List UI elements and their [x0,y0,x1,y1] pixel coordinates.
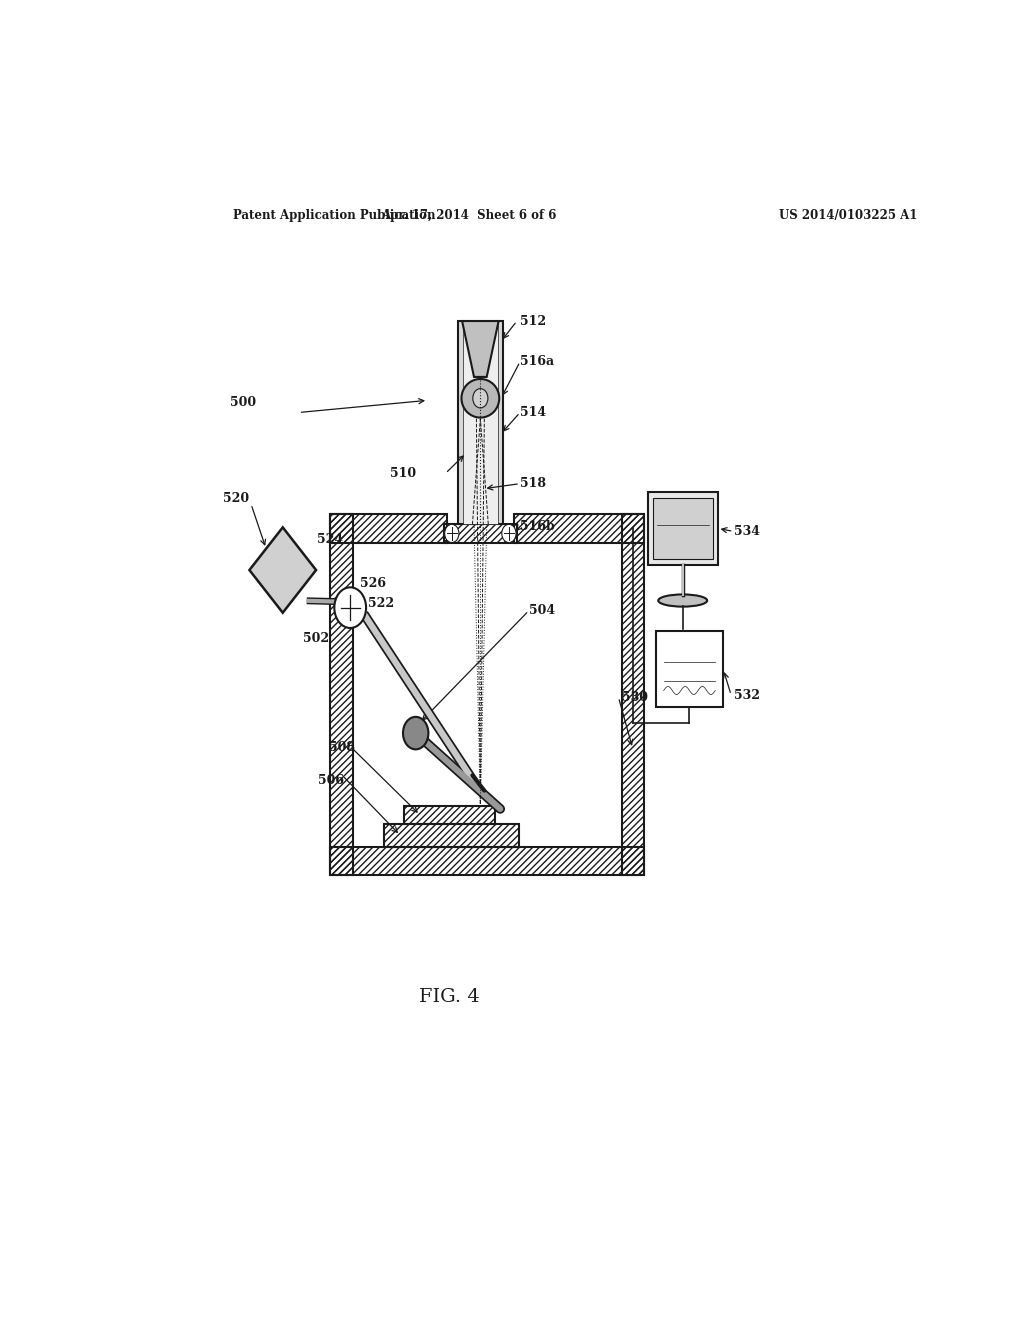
Text: 520: 520 [223,492,250,506]
Bar [331,515,352,875]
Bar [404,805,496,824]
Text: 530: 530 [622,690,647,704]
Polygon shape [250,528,316,612]
Ellipse shape [462,379,500,417]
Text: FIG. 4: FIG. 4 [419,987,480,1006]
Bar [655,631,723,708]
Text: 500: 500 [229,396,256,409]
Bar [648,492,718,565]
Text: 516b: 516b [520,520,555,533]
Text: 532: 532 [733,689,760,701]
Bar [443,524,517,543]
Text: 526: 526 [359,577,386,590]
Ellipse shape [658,594,708,607]
Text: 516a: 516a [520,355,554,368]
Ellipse shape [473,388,487,408]
Bar [384,824,519,846]
Bar [458,321,503,524]
Text: 534: 534 [733,525,760,539]
Bar [331,846,644,875]
Text: US 2014/0103225 A1: US 2014/0103225 A1 [778,209,918,222]
Text: Apr. 17, 2014  Sheet 6 of 6: Apr. 17, 2014 Sheet 6 of 6 [382,209,557,222]
Circle shape [444,524,459,543]
Circle shape [502,524,516,543]
Text: 506: 506 [318,774,344,787]
Bar [331,515,447,543]
Text: 510: 510 [390,467,416,480]
Text: 504: 504 [528,605,555,618]
Text: 502: 502 [303,632,329,644]
Polygon shape [462,321,499,378]
Circle shape [334,587,367,628]
Text: 512: 512 [520,314,546,327]
Text: 514: 514 [520,407,546,418]
Text: 508: 508 [329,742,354,755]
Bar [463,321,498,524]
Text: Patent Application Publication: Patent Application Publication [232,209,435,222]
Bar [514,515,644,543]
Bar [622,515,644,875]
Text: 522: 522 [369,597,394,610]
Text: 524: 524 [316,533,343,546]
Text: 518: 518 [520,477,546,490]
Circle shape [403,717,428,750]
Bar [652,498,713,558]
